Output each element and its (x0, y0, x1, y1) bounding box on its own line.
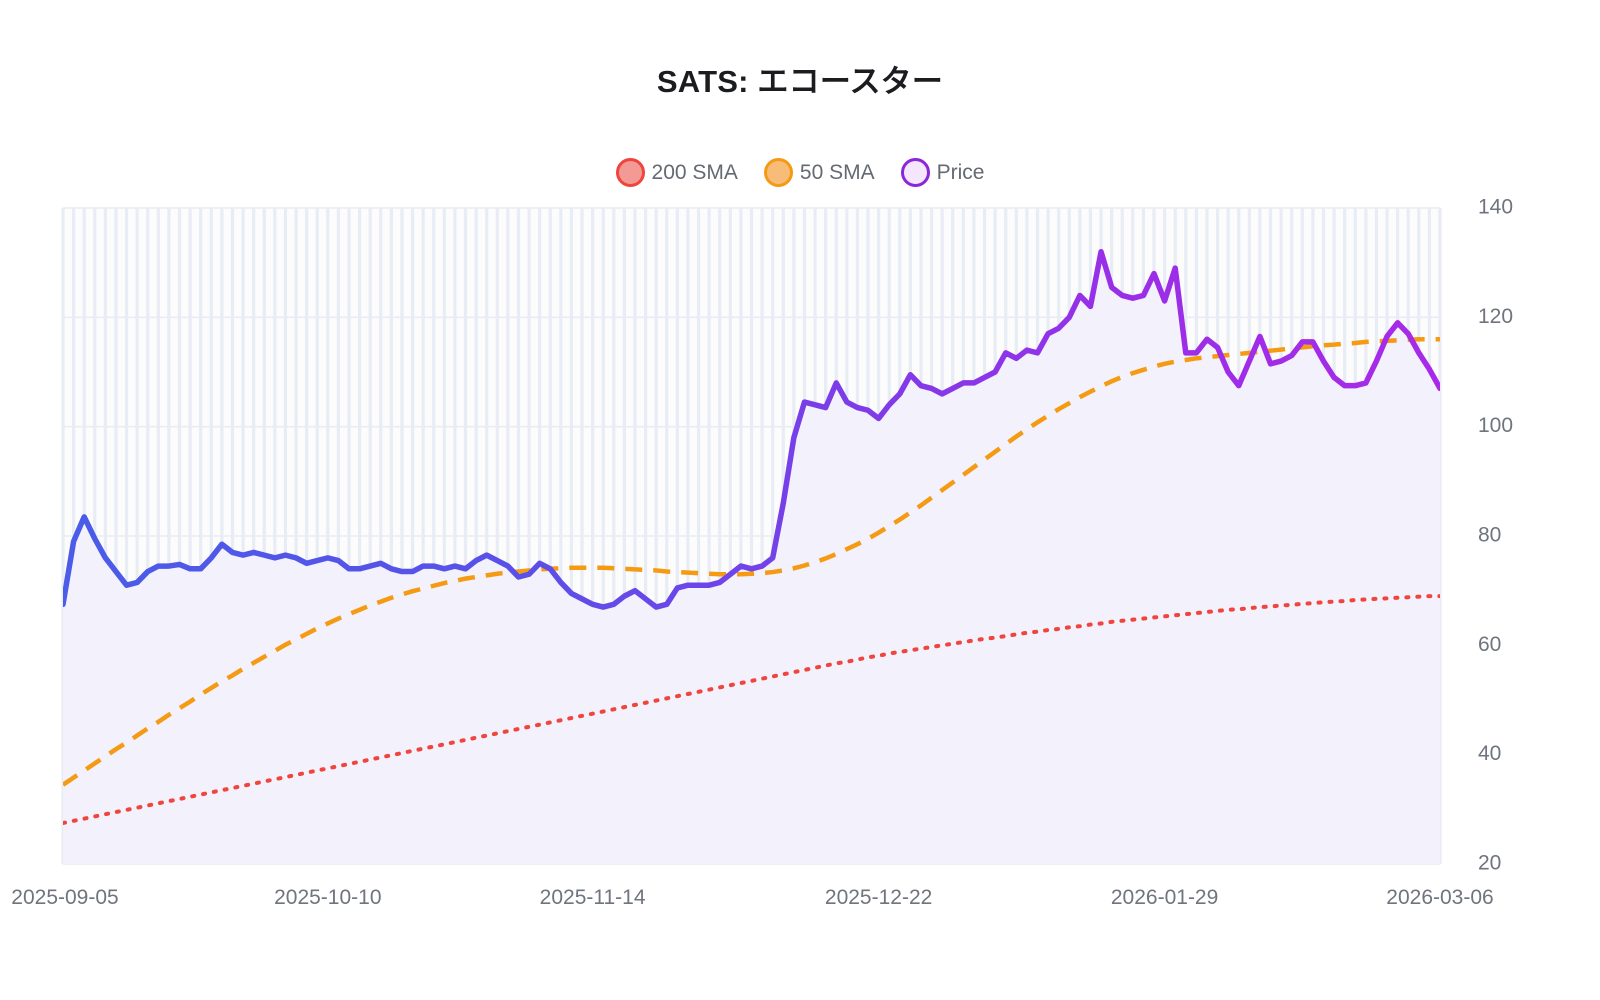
x-axis-tick-labels: 2025-09-05 2025-10-10 2025-11-14 2025-12-22… (11, 886, 1493, 909)
x-tick-label: 2025-12-22 (825, 886, 932, 909)
legend-marker-50-sma (763, 158, 793, 187)
y-tick-label: 80 (1478, 524, 1501, 547)
x-tick-label: 2026-03-06 (1386, 886, 1493, 909)
legend-item-50-sma[interactable]: 50 SMA (763, 158, 875, 187)
legend-marker-200-sma (615, 158, 645, 187)
chart-legend: 200 SMA 50 SMA Price (0, 158, 1600, 187)
page-title: SATS: エコースター (656, 64, 944, 99)
x-tick-label: 2025-09-05 (11, 886, 118, 909)
y-tick-label: 40 (1478, 742, 1501, 765)
sma50-line (63, 336, 1440, 787)
legend-item-200-sma[interactable]: 200 SMA (615, 158, 738, 187)
legend-label-50-sma: 50 SMA (799, 160, 875, 184)
legend-label-200-sma: 200 SMA (651, 160, 738, 184)
y-tick-label: 120 (1478, 305, 1513, 328)
y-tick-label: 140 (1478, 196, 1513, 219)
y-tick-label: 100 (1478, 414, 1513, 437)
y-axis-tick-labels: 20 40 60 80 100 120 140 (1478, 196, 1513, 875)
sma200-line (63, 594, 1440, 825)
x-tick-label: 2026-01-29 (1111, 886, 1218, 909)
legend-marker-price (900, 158, 930, 187)
y-tick-label: 60 (1478, 633, 1501, 656)
legend-label-price: Price (936, 160, 985, 184)
x-tick-label: 2025-10-10 (274, 886, 381, 909)
legend-item-price[interactable]: Price (900, 158, 985, 187)
y-tick-label: 20 (1478, 852, 1501, 875)
x-tick-label: 2025-11-14 (540, 886, 646, 909)
price-area-fill (63, 251, 1440, 864)
price-line (63, 248, 1440, 610)
